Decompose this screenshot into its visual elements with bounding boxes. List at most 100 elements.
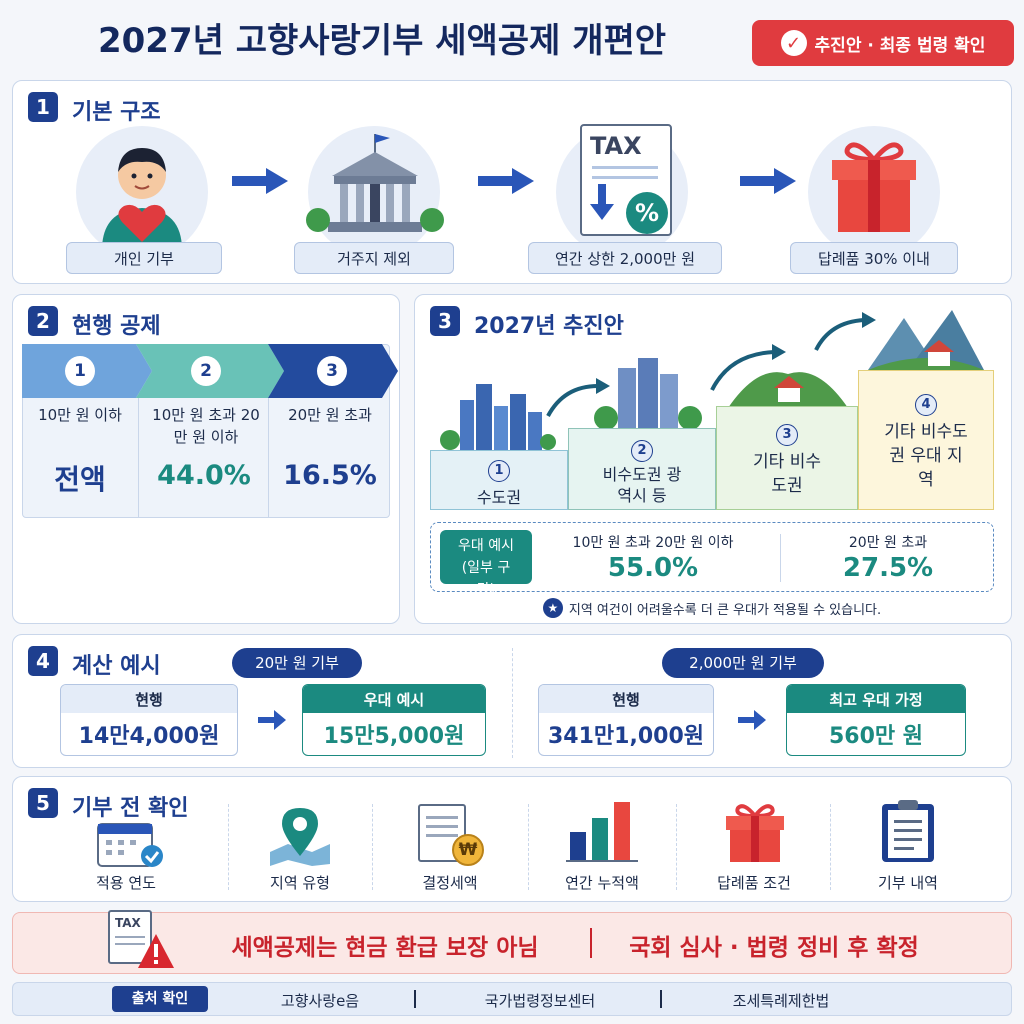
gift-box-icon — [726, 804, 784, 862]
tier-rate: 16.5% — [283, 460, 377, 491]
document-won-icon: ₩ — [418, 804, 484, 866]
preferential-example-box — [430, 522, 994, 592]
check-item-label: 지역 유형 — [270, 874, 330, 892]
section-number-badge: 2 — [28, 306, 58, 336]
section-divider — [512, 648, 513, 758]
region-note-text: 지역 여건이 어려울수록 더 큰 우대가 적용될 수 있습니다. — [568, 602, 882, 618]
tax-warning-label: TAX — [115, 916, 141, 930]
example-tag: 우대 예시 (일부 구간) — [440, 530, 532, 598]
current-amount-card: 현행 14만4,000원 — [60, 684, 238, 756]
government-building-icon — [306, 134, 444, 232]
tier-divider — [138, 398, 139, 518]
example-divider — [780, 534, 781, 582]
check-item-label: 답례품 조건 — [717, 874, 791, 892]
card-value: 341만1,000원 — [548, 724, 704, 749]
calendar-check-icon — [97, 823, 163, 867]
source-tag: 출처 확인 — [112, 986, 208, 1012]
step-label: 연간 상한 2,000만 원 — [528, 242, 722, 274]
example-amount-tag: 2,000만 원 기부 — [662, 648, 824, 678]
curved-arrow-icon — [814, 312, 876, 351]
source-divider — [414, 990, 416, 1008]
status-badge: ✓ 추진안 · 최종 법령 확인 — [752, 20, 1014, 66]
arrow-right-icon — [232, 168, 288, 194]
tier-header-3: 3 — [278, 344, 386, 398]
star-icon: ★ — [542, 598, 563, 618]
source-link[interactable]: 조세특례제한법 — [732, 992, 830, 1010]
region-step-2: 2 비수도권 광역시 등 — [568, 428, 716, 510]
curved-arrow-icon — [546, 378, 610, 417]
percent-badge: % — [626, 192, 668, 234]
card-header: 현행 — [539, 685, 713, 713]
section-number-badge: 5 — [28, 788, 58, 818]
item-divider — [676, 804, 677, 890]
card-value: 560만 원 — [828, 724, 924, 749]
region-step-4: 4 기타 비수도권 우대 지역 — [858, 370, 994, 510]
person-heart-icon — [102, 148, 182, 250]
card-header: 우대 예시 — [303, 685, 485, 713]
arrow-right-icon — [478, 168, 534, 194]
check-item-label: 기부 내역 — [878, 874, 938, 892]
item-divider — [830, 804, 831, 890]
section-number-badge: 4 — [28, 646, 58, 676]
card-header: 현행 — [61, 685, 237, 713]
warning-text: 세액공제는 현금 환급 보장 아님 — [231, 935, 539, 961]
warning-divider — [590, 928, 592, 958]
step-label: 거주지 제외 — [294, 242, 454, 274]
arrow-right-icon — [258, 710, 286, 730]
current-amount-card: 현행 341만1,000원 — [538, 684, 714, 756]
section-title: 계산 예시 — [72, 654, 161, 679]
warning-text: 국회 심사 · 법령 정비 후 확정 — [629, 935, 919, 961]
tier-header-1: 1 — [22, 344, 138, 398]
step-label: 개인 기부 — [66, 242, 222, 274]
tax-warning-icon: TAX — [108, 910, 178, 970]
tier-range: 20만 원 초과 — [288, 406, 372, 424]
clipboard-icon — [882, 800, 934, 862]
check-item-label: 결정세액 — [422, 874, 478, 892]
map-pin-icon — [270, 808, 330, 866]
arrow-right-icon — [738, 710, 766, 730]
warning-banner — [12, 912, 1012, 974]
section-title: 기본 구조 — [72, 100, 161, 125]
city-skyline-icon — [440, 384, 556, 450]
rural-village-icon — [728, 372, 848, 408]
source-link[interactable]: 국가법령정보센터 — [484, 992, 596, 1010]
section-number-badge: 1 — [28, 92, 58, 122]
step-label: 답례품 30% 이내 — [790, 242, 958, 274]
card-value: 14만4,000원 — [78, 724, 220, 749]
section-title: 기부 전 확인 — [72, 796, 189, 821]
tax-document-icon: TAX % — [580, 124, 672, 236]
preferential-amount-card: 우대 예시 15만5,000원 — [302, 684, 486, 756]
section-title: 2027년 추진안 — [474, 314, 624, 339]
section-title: 현행 공제 — [72, 314, 161, 339]
tier-range: 10만 원 이하 — [38, 406, 122, 424]
example-rate: 27.5% — [842, 553, 934, 583]
example-range: 20만 원 초과 — [848, 535, 928, 551]
tier-divider — [268, 398, 269, 518]
check-item-label: 연간 누적액 — [565, 874, 639, 892]
tier-rate: 44.0% — [157, 460, 251, 491]
tier-rate: 전액 — [54, 463, 106, 496]
card-value: 15만5,000원 — [323, 724, 465, 749]
example-range: 10만 원 초과 20만 원 이하 — [572, 535, 734, 551]
region-label: 비수도권 광역시 등 — [602, 464, 682, 505]
region-label: 기타 비수도권 — [753, 451, 821, 496]
item-divider — [528, 804, 529, 890]
page-title: 2027년 고향사랑기부 세액공제 개편안 — [97, 21, 667, 61]
status-badge-label: 추진안 · 최종 법령 확인 — [814, 35, 986, 56]
gift-box-icon — [832, 142, 916, 232]
curved-arrow-icon — [710, 344, 786, 391]
check-item-label: 적용 연도 — [96, 874, 156, 892]
region-label: 수도권 — [476, 487, 522, 507]
max-preferential-card: 최고 우대 가정 560만 원 — [786, 684, 966, 756]
example-amount-tag: 20만 원 기부 — [232, 648, 362, 678]
tier-header-2: 2 — [150, 344, 262, 398]
tax-document-label: TAX — [590, 132, 642, 160]
pre-donation-check-panel — [12, 776, 1012, 902]
bar-chart-icon — [566, 802, 638, 862]
source-link[interactable]: 고향사랑e음 — [280, 992, 360, 1010]
tier-range: 10만 원 초과 20만 원 이하 — [152, 406, 260, 446]
source-divider — [660, 990, 662, 1008]
check-circle-icon: ✓ — [780, 30, 807, 56]
item-divider — [372, 804, 373, 890]
region-note: ★ 지역 여건이 어려울수록 더 큰 우대가 적용될 수 있습니다. — [430, 598, 994, 618]
